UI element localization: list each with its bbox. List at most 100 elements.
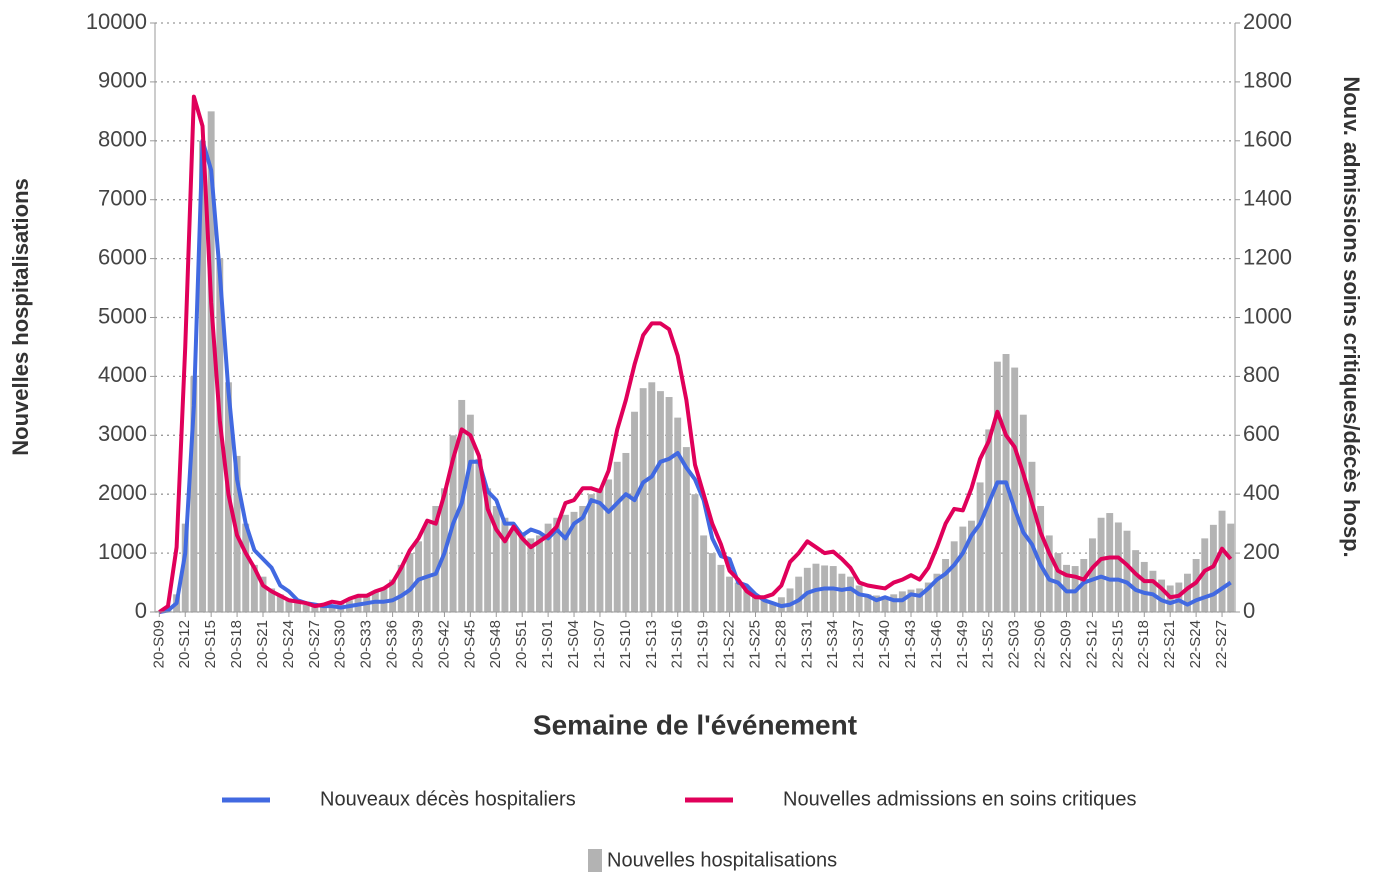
bar bbox=[536, 535, 543, 612]
legend-label: Nouveaux décès hospitaliers bbox=[320, 788, 576, 810]
y2-tick-label: 0 bbox=[1243, 598, 1255, 623]
y2-tick-label: 1600 bbox=[1243, 127, 1292, 152]
bar bbox=[527, 538, 535, 612]
y-tick-label: 1000 bbox=[98, 539, 147, 564]
bar bbox=[1218, 510, 1226, 612]
bar bbox=[423, 523, 431, 612]
bar bbox=[1097, 517, 1105, 612]
bar bbox=[924, 582, 932, 612]
x-tick-label: 21-S43 bbox=[902, 620, 919, 668]
bar bbox=[1088, 538, 1096, 612]
x-tick-label: 22-S09 bbox=[1057, 620, 1074, 668]
bar bbox=[674, 417, 682, 612]
line bbox=[158, 94, 1233, 614]
x-tick-label: 22-S21 bbox=[1161, 620, 1178, 668]
bar bbox=[501, 517, 509, 612]
x-tick-label: 20-S45 bbox=[461, 620, 478, 668]
bar bbox=[613, 461, 621, 612]
bar bbox=[475, 458, 483, 612]
bar bbox=[743, 588, 751, 612]
x-tick-label: 21-S52 bbox=[980, 620, 997, 668]
y-tick-label: 3000 bbox=[98, 421, 147, 446]
y-tick-label: 4000 bbox=[98, 362, 147, 387]
bar bbox=[1106, 513, 1114, 612]
bar bbox=[907, 589, 915, 612]
x-tick-label: 21-S10 bbox=[617, 620, 634, 668]
bar bbox=[622, 452, 630, 612]
x-tick-label: 22-S18 bbox=[1135, 620, 1152, 668]
bar bbox=[311, 606, 319, 612]
y2-tick-label: 400 bbox=[1243, 480, 1280, 505]
bar bbox=[484, 488, 492, 612]
bar bbox=[199, 140, 206, 613]
x-tick-label: 21-S40 bbox=[876, 620, 893, 668]
bar bbox=[786, 588, 794, 612]
x-axis-title: Semaine de l'événement bbox=[533, 709, 857, 740]
bar bbox=[700, 535, 708, 612]
bar bbox=[656, 391, 664, 612]
bar bbox=[1132, 550, 1140, 612]
bar bbox=[328, 606, 336, 612]
bar bbox=[510, 529, 518, 612]
bar bbox=[1114, 522, 1122, 612]
bar bbox=[596, 488, 604, 612]
line bbox=[158, 138, 1232, 614]
bar bbox=[1011, 367, 1019, 612]
bar bbox=[561, 514, 569, 612]
y2-tick-label: 1400 bbox=[1243, 186, 1292, 211]
bar bbox=[864, 594, 872, 612]
bar bbox=[803, 567, 811, 612]
y2-tick-label: 800 bbox=[1243, 362, 1280, 387]
bar bbox=[1140, 561, 1148, 612]
x-tick-label: 22-S15 bbox=[1109, 620, 1126, 668]
y-tick-label: 8000 bbox=[98, 127, 147, 152]
bar bbox=[682, 447, 690, 612]
bar bbox=[631, 411, 638, 612]
bar bbox=[1158, 579, 1166, 612]
bar bbox=[587, 494, 595, 612]
x-tick-label: 22-S24 bbox=[1187, 620, 1204, 668]
y2-tick-label: 2000 bbox=[1243, 9, 1292, 34]
bar bbox=[1080, 558, 1088, 612]
x-tick-label: 20-S15 bbox=[202, 620, 219, 668]
bar bbox=[1192, 558, 1200, 612]
bar bbox=[190, 376, 198, 612]
x-tick-label: 21-S37 bbox=[850, 620, 867, 668]
bar bbox=[950, 541, 958, 612]
legend-label: Nouvelles hospitalisations bbox=[607, 849, 837, 871]
bar bbox=[639, 388, 647, 612]
x-tick-label: 20-S21 bbox=[254, 620, 271, 668]
bar bbox=[976, 482, 984, 612]
bar bbox=[942, 558, 950, 612]
x-tick-label: 20-S09 bbox=[150, 620, 167, 668]
bar bbox=[276, 594, 284, 612]
bar bbox=[734, 582, 742, 612]
bar bbox=[933, 573, 941, 612]
x-tick-label: 20-S48 bbox=[487, 620, 504, 668]
bar bbox=[691, 494, 699, 612]
bar bbox=[415, 541, 422, 612]
x-tick-label: 21-S34 bbox=[824, 620, 841, 668]
legend-swatch bbox=[588, 849, 602, 872]
bar bbox=[302, 604, 310, 612]
bar bbox=[1123, 530, 1131, 612]
x-tick-label: 20-S42 bbox=[435, 620, 452, 668]
bar bbox=[553, 517, 561, 612]
y2-tick-label: 1000 bbox=[1243, 303, 1292, 328]
x-tick-label: 20-S51 bbox=[513, 620, 530, 668]
bar bbox=[769, 603, 777, 612]
bar bbox=[389, 579, 397, 612]
bar bbox=[760, 600, 768, 612]
bar bbox=[294, 603, 302, 612]
x-tick-label: 21-S46 bbox=[928, 620, 945, 668]
bar bbox=[1149, 570, 1157, 612]
x-tick-label: 21-S04 bbox=[565, 620, 582, 668]
y-tick-label: 5000 bbox=[98, 303, 147, 328]
x-tick-label: 21-S19 bbox=[695, 620, 712, 668]
bar bbox=[881, 597, 889, 612]
y-tick-label: 7000 bbox=[98, 186, 147, 211]
bar bbox=[268, 588, 276, 612]
x-tick-label: 21-S01 bbox=[539, 620, 556, 668]
x-tick-label: 21-S25 bbox=[746, 620, 763, 668]
bar bbox=[207, 111, 215, 612]
